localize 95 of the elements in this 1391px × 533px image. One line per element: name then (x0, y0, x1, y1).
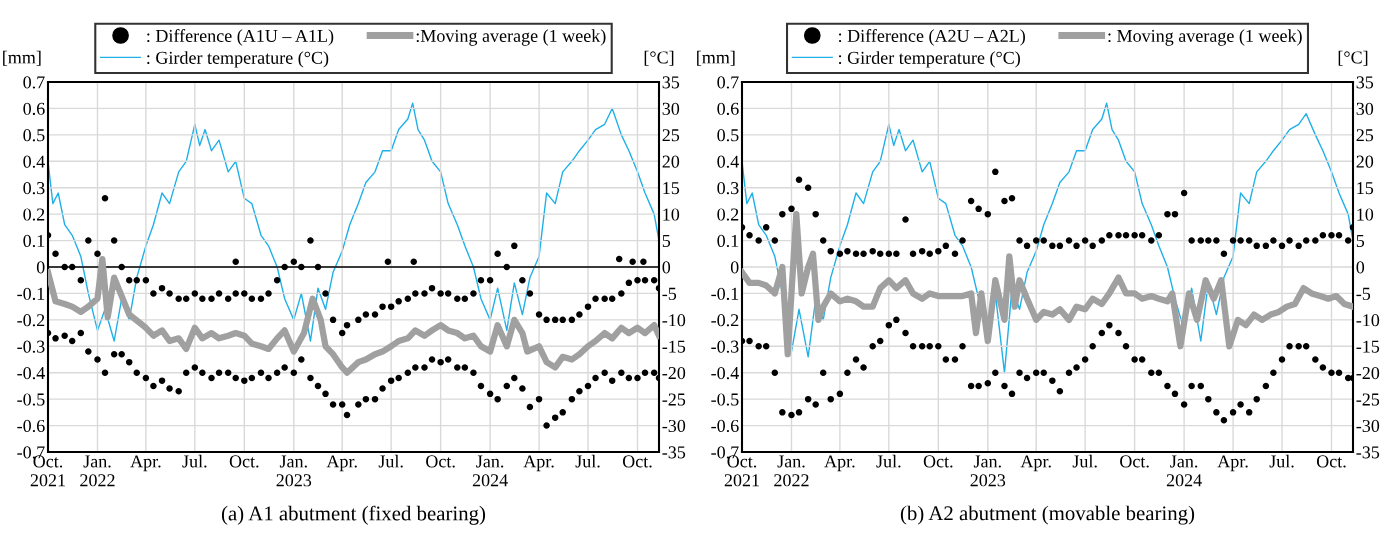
y2-tick-label: -20 (1356, 366, 1380, 380)
y-tick-label: 0.2 (23, 208, 45, 221)
x-tick-label: Jul. (1072, 454, 1097, 468)
y-tick-label: 0.3 (717, 181, 739, 195)
y2-tick-label: -5 (662, 287, 677, 300)
y2-tick-label: -30 (662, 419, 686, 433)
y-tick-label: 0.5 (23, 129, 45, 142)
y2-tick-label: 20 (662, 155, 680, 168)
x-tick-label: Oct. (1120, 455, 1149, 468)
y2-tick-label: 0 (1356, 261, 1365, 274)
y2-tick-label: 35 (662, 76, 680, 89)
x-tick-label: Jan. 2022 (80, 455, 115, 487)
y2-tick-label: 35 (1356, 76, 1374, 89)
y-tick-label: -0.2 (711, 314, 739, 327)
x-tick-label: Jan. 2023 (276, 455, 312, 487)
y-tick-label: 0.1 (23, 234, 45, 248)
y-tick-label: 0.3 (23, 181, 45, 195)
y-tick-label: 0.6 (23, 102, 45, 115)
y2-tick-label: 30 (662, 102, 680, 115)
y-tick-label: 0.4 (23, 155, 45, 168)
y2-tick-label: 20 (1356, 155, 1374, 168)
y-tick-label: 0 (36, 261, 45, 274)
y-tick-label: -0.3 (17, 340, 45, 353)
legend-label: : Girder temperature (°C) (147, 51, 329, 68)
y2-tick-label: 25 (1356, 129, 1374, 142)
y-tick-label: 0.6 (717, 102, 739, 115)
y2-tick-label: 10 (1357, 208, 1374, 221)
y2-tick-label: -35 (1356, 446, 1380, 459)
y2-tick-label: 10 (663, 208, 680, 221)
y2-axis-title: [°C] (1338, 50, 1368, 66)
y-tick-label: -0.1 (17, 287, 45, 300)
y-tick-label: 0.5 (717, 129, 739, 142)
x-tick-label: Oct. (229, 455, 259, 468)
x-tick-label: Jan. 2023 (970, 455, 1006, 487)
y-tick-label: -0.6 (17, 419, 45, 433)
y2-tick-label: -15 (662, 340, 686, 353)
y-tick-label: -0.1 (711, 287, 739, 300)
y-tick-label: -0.3 (711, 340, 739, 353)
x-tick-label: Apr. (326, 455, 357, 472)
text: (a) A1 abutment (fixed bearing) (221, 505, 486, 525)
y-tick-label: 0.7 (717, 76, 739, 89)
legend-label: : Difference (A1U – A1L) (147, 29, 334, 46)
x-tick-label: Jul. (575, 454, 600, 468)
y2-tick-label: 0 (662, 261, 671, 274)
line-series (48, 102, 659, 342)
y-tick-label: 0.1 (717, 234, 739, 248)
y2-tick-label: -20 (662, 366, 686, 380)
y-tick-label: -0.2 (17, 314, 45, 327)
y-axis-title: [mm] (697, 50, 735, 66)
y2-tick-label: -35 (662, 446, 686, 459)
legend-label: : Difference (A2U – A2L) (839, 29, 1025, 46)
y-tick-label: 0.4 (717, 155, 739, 168)
y2-tick-label: -10 (662, 314, 686, 327)
y-tick-label: -0.5 (17, 393, 45, 406)
x-tick-label: Apr. (130, 455, 161, 472)
y-tick-label: 0 (730, 261, 739, 274)
y2-tick-label: -30 (1356, 419, 1380, 433)
legend-label: :Moving average (1 week) (416, 29, 606, 46)
y-axis-title: [mm] (3, 50, 41, 66)
y2-tick-label: 5 (662, 235, 671, 248)
y2-axis-title: [°C] (644, 50, 674, 66)
y-tick-label: -0.4 (711, 366, 739, 380)
legend-label: : Girder temperature (°C) (839, 51, 1020, 68)
text: (b) A2 abutment (movable bearing) (900, 505, 1195, 525)
x-tick-label: Jan. 2022 (774, 455, 809, 487)
y2-tick-label: -5 (1356, 287, 1371, 300)
y-tick-label: -0.4 (17, 366, 45, 380)
x-tick-label: Apr. (1020, 455, 1051, 472)
x-tick-label: Oct. (426, 455, 455, 468)
x-tick-label: Jul. (182, 454, 207, 468)
y2-tick-label: 15 (663, 182, 680, 195)
x-tick-label: Oct. (622, 455, 652, 468)
y2-tick-label: -25 (1356, 393, 1380, 406)
x-tick-label: Jul. (1269, 454, 1294, 468)
x-tick-label: Jul. (876, 454, 901, 468)
y-tick-label: -0.6 (711, 419, 739, 433)
x-tick-label: Apr. (523, 455, 554, 472)
y2-tick-label: 30 (1356, 102, 1374, 115)
x-tick-label: Jul. (378, 454, 403, 468)
x-tick-label: Apr. (1217, 455, 1248, 472)
y2-tick-label: 25 (662, 129, 680, 142)
legend-label: : Moving average (1 week) (1108, 29, 1302, 46)
y2-tick-label: -25 (662, 393, 686, 406)
x-tick-label: Oct. (1316, 455, 1346, 468)
y-tick-label: 0.2 (717, 208, 739, 221)
x-tick-label: Jan. 2024 (472, 455, 508, 487)
y-tick-label: 0.7 (23, 76, 45, 89)
y2-tick-label: -15 (1356, 340, 1380, 353)
y-tick-label: -0.5 (711, 393, 739, 406)
x-tick-label: Oct. (923, 455, 953, 468)
x-tick-label: Jan. 2024 (1166, 455, 1202, 487)
y2-tick-label: 15 (1357, 182, 1374, 195)
x-tick-label: Apr. (824, 455, 855, 472)
y2-tick-label: 5 (1356, 235, 1365, 248)
y2-tick-label: -10 (1356, 314, 1380, 327)
